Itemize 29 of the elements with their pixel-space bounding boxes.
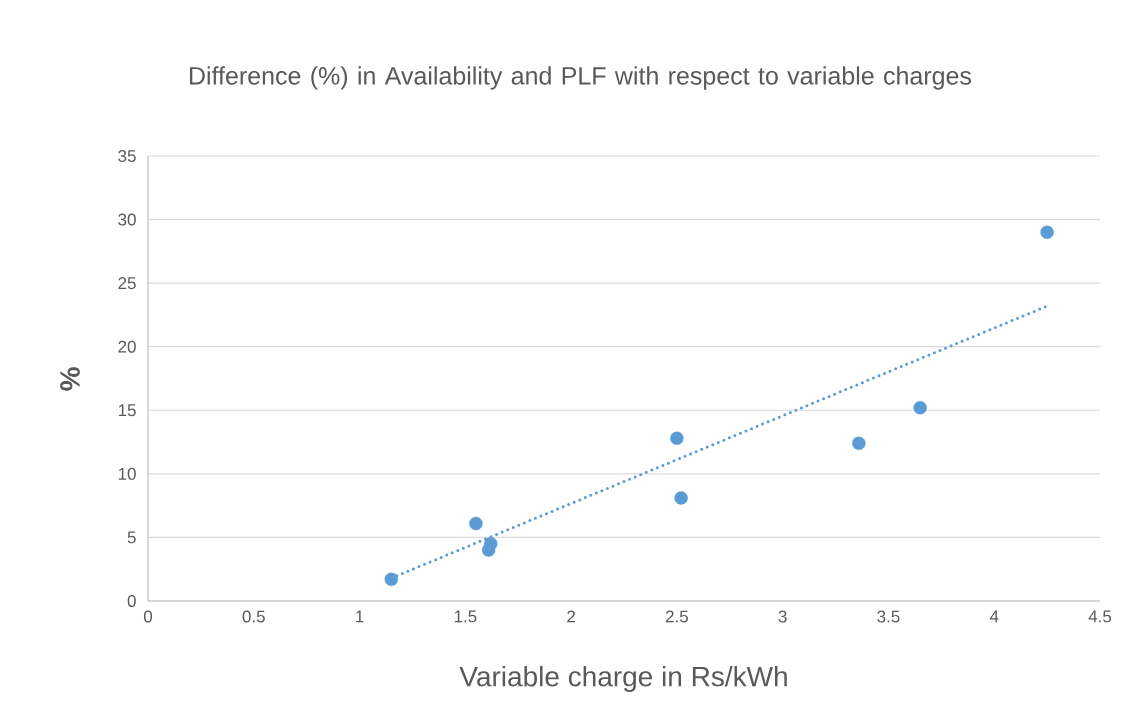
point — [670, 431, 684, 445]
y-tick-label: 10 — [118, 467, 136, 480]
x-tick-label: 3.5 — [877, 610, 900, 623]
x-tick-label: 1.5 — [454, 610, 477, 623]
point — [1040, 225, 1054, 239]
x-tick-label: 0 — [143, 610, 153, 623]
point — [469, 516, 483, 531]
x-tick-label: 1 — [356, 610, 364, 623]
point — [913, 401, 927, 415]
y-tick-label: 35 — [118, 149, 136, 163]
point — [484, 537, 498, 551]
point — [384, 572, 398, 587]
y-tick-label: 5 — [127, 531, 136, 544]
y-tick-label: 20 — [118, 340, 136, 353]
y-tick-label: 15 — [118, 404, 136, 417]
x-tick-label: 4 — [989, 610, 999, 623]
y-axis-title: % — [60, 367, 80, 391]
x-tick-label: 2.5 — [665, 610, 688, 623]
y-tick-label: 0 — [127, 594, 136, 608]
x-axis-title: Variable charge in Rs/kWh — [459, 665, 787, 693]
x-tick-label: 0.5 — [242, 610, 265, 623]
x-tick-label: 3 — [778, 610, 787, 623]
chart-title: Difference (%) in Availability and PLF with respect to variable charges — [189, 66, 972, 90]
x-tick-label: 4.5 — [1088, 610, 1112, 623]
x-tick-label: 2 — [567, 610, 575, 623]
point — [852, 436, 866, 451]
y-tick-label: 25 — [118, 277, 136, 290]
point — [674, 491, 688, 505]
y-tick-label: 30 — [118, 213, 136, 226]
